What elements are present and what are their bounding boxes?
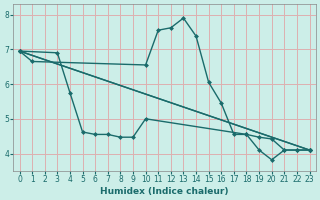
X-axis label: Humidex (Indice chaleur): Humidex (Indice chaleur) bbox=[100, 187, 229, 196]
